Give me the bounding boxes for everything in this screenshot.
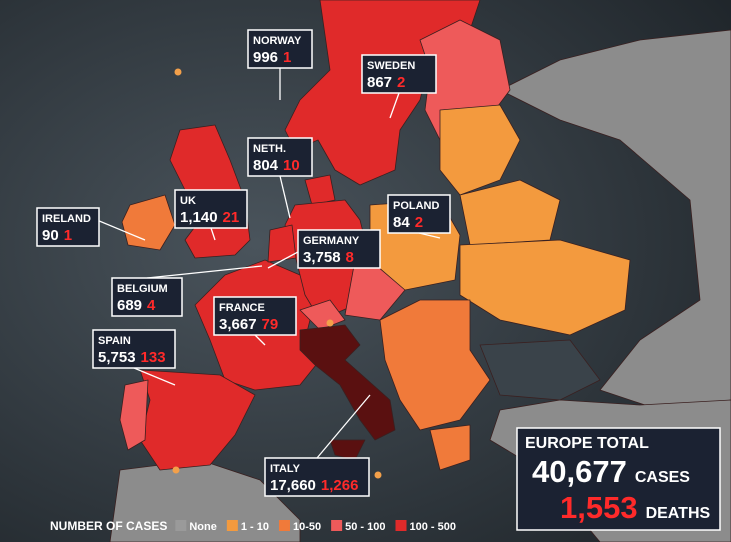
deaths: 1,266 [321,477,359,494]
callout-box [361,54,437,94]
cases: 996 [253,49,278,66]
deaths: 1 [283,49,291,66]
city-dot [172,466,180,474]
country-name: BELGIUM [117,283,168,295]
cases: 84 [393,214,410,231]
country-name: SPAIN [98,335,131,347]
belarus [459,179,561,246]
country-name: NETH. [253,143,286,155]
cases: 5,753 [98,349,136,366]
city-dot [174,68,182,76]
callout-box [247,29,313,69]
deaths: 21 [223,209,240,226]
callout-box [297,229,381,269]
pointer [389,92,400,119]
pointer [133,367,176,386]
cases: 3,667 [219,316,257,333]
deaths: 79 [262,316,279,333]
deaths: 2 [397,74,405,91]
cases: 804 [253,157,279,174]
italy [299,324,396,441]
switzerland [299,299,346,331]
country-name: IRELAND [42,213,91,225]
legend-title: NUMBER OF CASES [50,519,167,533]
russia [499,29,731,411]
pointer [316,394,371,459]
pointer [418,232,441,239]
cases: 17,660 [270,477,316,494]
callout-box [247,137,313,177]
legend-swatch [395,520,407,531]
country-name: POLAND [393,200,440,212]
portugal [119,379,149,451]
pointer [146,265,263,279]
cases: 689 [117,297,142,314]
black-sea [479,339,601,401]
deaths: 4 [147,297,156,314]
total-cases-label: CASES [635,469,690,486]
callout-box [174,189,248,229]
total-deaths-label: DEATHS [646,505,711,522]
country-name: FRANCE [219,302,265,314]
legend-label: 50 - 100 [345,521,385,533]
deaths: 10 [283,157,300,174]
pointer [279,175,291,219]
pointer [210,227,216,241]
callout-box [213,296,297,336]
greece [429,424,471,471]
total-cases: 40,677 [532,454,627,489]
deaths: 1 [64,227,72,244]
total-deaths: 1,553 [560,490,638,525]
callout-box [387,194,451,234]
country-name: SWEDEN [367,60,415,72]
total-box [516,427,721,531]
country-name: NORWAY [253,35,302,47]
deaths: 8 [346,249,354,266]
callout-box [36,207,100,247]
cases: 1,140 [180,209,218,226]
callout-box [111,277,183,317]
city-dot [374,471,382,479]
legend-label: 1 - 10 [241,521,269,533]
legend-swatch [175,520,187,531]
pointer [254,334,266,346]
legend-label: 10-50 [293,521,321,533]
baltics [439,104,521,196]
country-name: UK [180,195,196,207]
city-dot [326,319,334,327]
country-name: ITALY [270,463,301,475]
callout-box [264,457,370,497]
legend-label: None [189,521,217,533]
deaths: 133 [141,349,166,366]
country-name: GERMANY [303,235,360,247]
cases: 3,758 [303,249,341,266]
benelux [267,224,297,263]
deaths: 2 [415,214,423,231]
ukraine [459,239,631,336]
legend-swatch [331,520,343,531]
balkans [379,299,491,431]
legend-swatch [278,520,290,531]
legend-swatch [226,520,238,531]
cases: 90 [42,227,59,244]
legend-label: 100 - 500 [410,521,456,533]
callout-box [92,329,176,369]
total-title: EUROPE TOTAL [525,435,649,452]
denmark [304,174,336,206]
cases: 867 [367,74,392,91]
